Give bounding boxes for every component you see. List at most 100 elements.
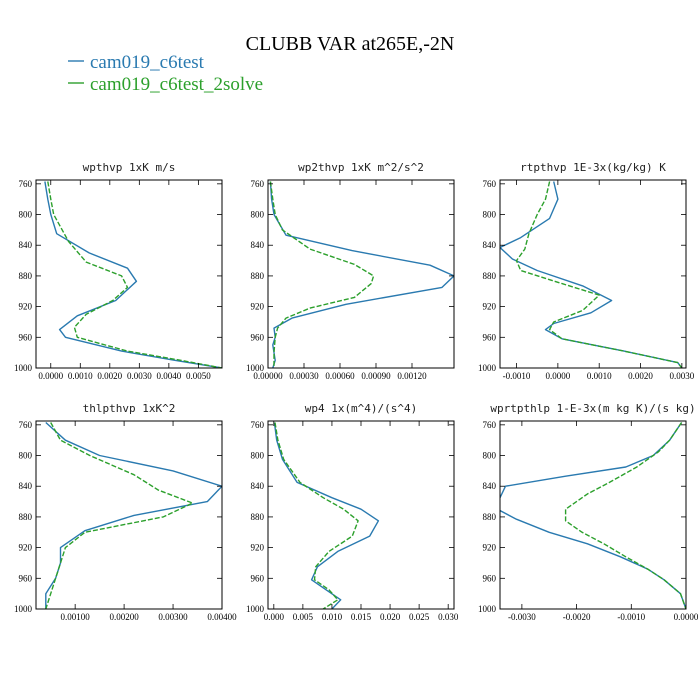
- x-tick-label: 0.0000: [38, 371, 63, 381]
- y-tick-label: 800: [251, 451, 265, 461]
- y-tick-label: 800: [251, 210, 265, 220]
- panel-1: wpthvp 1xK m/s 0.0000 0.0010 0.0020 0.0030 0.…: [14, 161, 223, 381]
- y-tick-label: 920: [19, 302, 33, 312]
- x-tick-label: 0.0040: [156, 371, 181, 381]
- x-tick-label: -0.0020: [563, 612, 591, 622]
- panel-title: wp2thvp 1xK m^2/s^2: [298, 161, 424, 174]
- y-tick-label: 840: [19, 481, 33, 491]
- plot-frame: [267, 420, 455, 610]
- x-tick-label: 0.00400: [207, 612, 237, 622]
- series-line-c6test: [44, 181, 222, 368]
- x-tick-label: 0.0000: [674, 612, 699, 622]
- x-tick-label: 0.00000: [253, 371, 283, 381]
- y-tick-label: 760: [483, 420, 497, 430]
- y-tick-label: 880: [483, 271, 497, 281]
- y-tick-label: 840: [483, 240, 497, 250]
- series-line-c6test-2solve: [515, 181, 683, 368]
- y-tick-label: 880: [251, 271, 265, 281]
- y-tick-label: 920: [19, 543, 33, 553]
- y-tick-label: 1000: [478, 363, 497, 373]
- y-tick-label: 880: [483, 512, 497, 522]
- series-group: [273, 422, 380, 609]
- x-tick-label: 0.0030: [669, 371, 694, 381]
- panels: wpthvp 1xK m/s 0.0000 0.0010 0.0020 0.0030 0.…: [14, 161, 699, 622]
- series-line-c6test: [500, 422, 686, 609]
- series-line-c6test: [45, 421, 222, 609]
- x-tick-label: 0.0020: [97, 371, 122, 381]
- series-line-c6test-2solve: [564, 422, 686, 609]
- y-tick-label: 1000: [246, 363, 265, 373]
- panel-title: wp4 1x(m^4)/(s^4): [305, 402, 418, 415]
- y-tick-label: 960: [19, 332, 33, 342]
- x-tick-label: 0.0010: [68, 371, 93, 381]
- series-line-c6test-2solve: [45, 422, 194, 609]
- y-tick-label: 760: [251, 179, 265, 189]
- y-tick-label: 1000: [246, 604, 265, 614]
- x-tick-label: 0.0010: [587, 371, 612, 381]
- x-tick-label: 0.015: [351, 612, 372, 622]
- plot-frame: [267, 179, 455, 369]
- x-tick-label: 0.005: [293, 612, 314, 622]
- panel-4: thlpthvp 1xK^2 0.00100 0.00200 0.00300 0.004…: [14, 402, 237, 622]
- y-tick-label: 760: [19, 420, 33, 430]
- y-tick-label: 800: [483, 451, 497, 461]
- series-group: [269, 181, 454, 368]
- x-tick-label: 0.0000: [545, 371, 570, 381]
- x-tick-label: 0.0020: [628, 371, 653, 381]
- panel-3: rtpthvp 1E-3x(kg/kg) K -0.0010 0.0000 0.001…: [478, 161, 695, 381]
- series-group: [500, 181, 683, 368]
- x-tick-label: 0.0050: [186, 371, 211, 381]
- panel-title: rtpthvp 1E-3x(kg/kg) K: [520, 161, 666, 174]
- y-tick-label: 960: [19, 573, 33, 583]
- x-tick-label: 0.00120: [397, 371, 427, 381]
- x-tick-label: 0.00200: [109, 612, 139, 622]
- y-tick-label: 800: [19, 210, 33, 220]
- y-tick-label: 920: [483, 302, 497, 312]
- figure-title: CLUBB VAR at265E,-2N: [246, 33, 455, 55]
- series-line-c6test: [269, 181, 454, 368]
- legend-label-c6test: cam019_c6test: [90, 52, 205, 73]
- x-tick-label: 0.00100: [61, 612, 91, 622]
- y-tick-label: 800: [19, 451, 33, 461]
- y-tick-label: 880: [251, 512, 265, 522]
- x-tick-label: 0.00090: [361, 371, 391, 381]
- y-tick-label: 760: [483, 179, 497, 189]
- series-line-c6test: [500, 181, 683, 368]
- panel-title: wprtpthlp 1-E-3x(m kg K)/(s kg): [490, 402, 695, 415]
- panel-2: wp2thvp 1xK m^2/s^2 0.00000 0.00030 0.00060…: [246, 161, 455, 381]
- y-tick-label: 880: [19, 512, 33, 522]
- x-tick-label: 0.000: [264, 612, 285, 622]
- series-group: [500, 422, 686, 609]
- y-tick-label: 840: [19, 240, 33, 250]
- panel-title: wpthvp 1xK m/s: [83, 161, 176, 174]
- x-tick-label: 0.0030: [127, 371, 152, 381]
- plot-frame: [35, 420, 223, 610]
- y-tick-label: 760: [19, 179, 33, 189]
- x-tick-label: 0.020: [380, 612, 401, 622]
- y-tick-label: 960: [483, 573, 497, 583]
- x-tick-label: 0.00030: [289, 371, 319, 381]
- y-tick-label: 840: [483, 481, 497, 491]
- y-tick-label: 960: [251, 573, 265, 583]
- y-tick-label: 840: [251, 240, 265, 250]
- y-tick-label: 880: [19, 271, 33, 281]
- plot-frame: [35, 179, 223, 369]
- plot-frame: [499, 420, 687, 610]
- x-tick-label: -0.0010: [503, 371, 531, 381]
- x-tick-label: 0.010: [322, 612, 343, 622]
- legend: cam019_c6test cam019_c6test_2solve: [68, 52, 263, 95]
- x-tick-label: 0.030: [438, 612, 459, 622]
- panel-5: wp4 1x(m^4)/(s^4) 0.000 0.005 0.010 0.015 0.0…: [246, 402, 459, 622]
- series-line-c6test-2solve: [274, 422, 359, 609]
- y-tick-label: 760: [251, 420, 265, 430]
- y-tick-label: 960: [251, 332, 265, 342]
- y-tick-label: 800: [483, 210, 497, 220]
- y-tick-label: 1000: [14, 363, 33, 373]
- y-tick-label: 920: [251, 302, 265, 312]
- x-tick-label: 0.00060: [325, 371, 355, 381]
- panel-6: wprtpthlp 1-E-3x(m kg K)/(s kg) -0.0030 -0…: [478, 402, 699, 622]
- y-tick-label: 920: [251, 543, 265, 553]
- panel-title: thlpthvp 1xK^2: [83, 402, 176, 415]
- y-tick-label: 920: [483, 543, 497, 553]
